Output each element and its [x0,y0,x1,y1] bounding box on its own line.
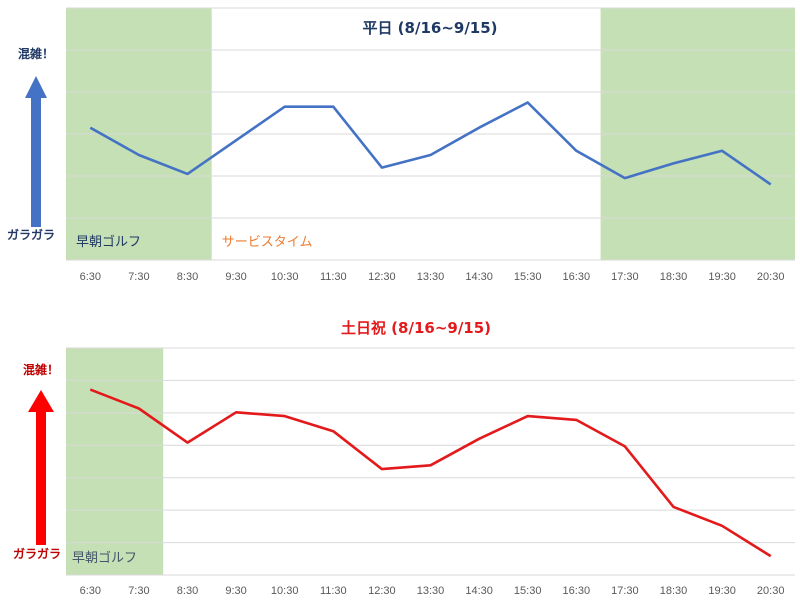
x-tick-label: 9:30 [225,271,246,283]
band-label-0: 早朝ゴルフ [72,550,137,566]
weekday-up-arrow-icon [25,76,47,227]
x-tick-label: 17:30 [611,271,639,283]
weekend-empty-label: ガラガラ [13,546,61,561]
x-tick-label: 14:30 [465,271,493,283]
weekend-x-tick-labels: 6:30 7:30 8:30 9:30 10:30 11:30 12:30 13:30 14:3… [80,585,785,597]
time-band-0 [66,348,164,575]
x-tick-label: 11:30 [320,271,347,283]
x-tick-label: 16:30 [563,585,591,597]
x-tick-label: 16:30 [563,271,591,283]
weekend-band-labels: 早朝ゴルフ [72,550,137,566]
weekend-up-arrow-icon [28,390,54,545]
x-tick-label: 15:30 [514,271,542,283]
x-tick-label: 13:30 [417,585,445,597]
x-tick-label: 13:30 [417,271,445,283]
weekday-empty-label: ガラガラ [7,227,55,242]
weekday-x-tick-labels: 6:30 7:30 8:30 9:30 10:30 11:30 12:30 13:30 14:3… [80,271,785,283]
x-tick-label: 8:30 [177,271,198,283]
weekday-crowded-label: 混雑！ [18,46,54,61]
x-tick-label: 7:30 [128,271,149,283]
x-tick-label: 7:30 [128,585,149,597]
weekday-chart: 早朝ゴルフ サービスタイム 6:30 7:30 8:30 9:30 10:30 11:30 1… [7,7,795,283]
x-tick-label: 19:30 [708,271,736,283]
weekend-bands [66,348,164,575]
weekday-band-labels: 早朝ゴルフ サービスタイム [76,234,313,250]
x-tick-label: 17:30 [611,585,639,597]
x-tick-label: 10:30 [271,271,299,283]
weekday-gridlines [66,7,795,261]
x-tick-label: 14:30 [465,585,493,597]
x-tick-label: 15:30 [514,585,542,597]
x-tick-label: 12:30 [368,271,396,283]
x-tick-label: 9:30 [225,585,246,597]
x-tick-label: 20:30 [757,271,785,283]
weekend-chart-title: 土日祝 (8/16~9/15) [341,319,491,337]
weekend-crowded-label: 混雑！ [23,362,59,377]
x-tick-label: 6:30 [80,271,101,283]
weekend-chart: 早朝ゴルフ 6:30 7:30 8:30 9:30 10:30 11:30 12:30 13:… [13,319,795,597]
x-tick-label: 12:30 [368,585,396,597]
x-tick-label: 6:30 [80,585,101,597]
x-tick-label: 20:30 [757,585,785,597]
x-tick-label: 18:30 [660,585,688,597]
x-tick-label: 11:30 [320,585,347,597]
weekday-chart-title: 平日 (8/16~9/15) [362,19,497,37]
x-tick-label: 10:30 [271,585,299,597]
x-tick-label: 19:30 [708,585,736,597]
x-tick-label: 18:30 [660,271,688,283]
band-label-0: 早朝ゴルフ [76,234,141,250]
weekend-gridlines [66,347,795,576]
weekday-series-line [89,101,772,186]
weekend-series-line [89,388,772,558]
x-tick-label: 8:30 [177,585,198,597]
band-label-1: サービスタイム [222,235,313,250]
